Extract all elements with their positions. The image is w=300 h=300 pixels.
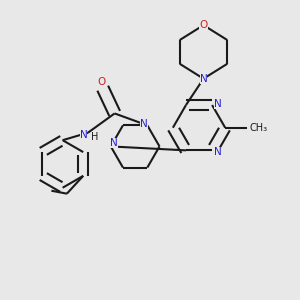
Text: N: N	[110, 139, 118, 148]
Text: N: N	[214, 99, 221, 109]
Text: N: N	[214, 146, 221, 157]
Text: N: N	[80, 130, 87, 140]
Text: O: O	[97, 76, 105, 87]
Text: O: O	[200, 20, 208, 30]
Text: H: H	[91, 132, 98, 142]
Text: N: N	[140, 119, 148, 129]
Text: CH₃: CH₃	[250, 123, 268, 133]
Text: N: N	[200, 74, 207, 84]
